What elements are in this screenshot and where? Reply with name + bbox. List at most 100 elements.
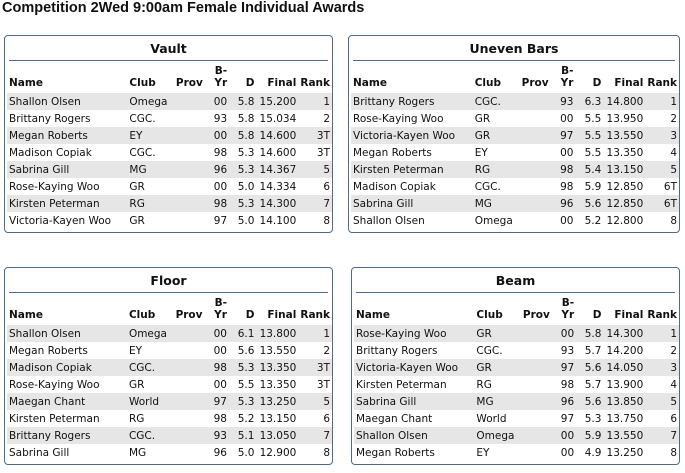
cell-rank: 2 <box>670 344 677 357</box>
cell-club: CGC. <box>129 146 156 159</box>
result-row: Kirsten Peterman RG 98 5.3 14.300 7 <box>7 195 332 212</box>
cell-prov <box>174 110 208 127</box>
cell-d: 5.6 <box>576 359 604 376</box>
cell-byr: 93 <box>213 112 228 125</box>
cell-final: 13.150 <box>603 161 646 178</box>
cell-rank: 3 <box>645 127 679 144</box>
result-row: Megan Roberts EY 00 5.6 13.550 2 <box>7 342 332 359</box>
cell-final: 13.550 <box>603 127 646 144</box>
cell-byr: 00 <box>560 446 575 459</box>
result-row: Shallon Olsen Omega 00 5.8 15.200 1 <box>7 93 332 110</box>
result-row: Brittany Rogers CGC. 93 6.3 14.800 1 <box>351 93 679 110</box>
column-header: Club <box>129 77 156 89</box>
cell-final: 13.350 <box>606 146 644 159</box>
cell-byr: 96 <box>553 195 576 212</box>
cell-final: 14.050 <box>603 359 646 376</box>
column-header: Club <box>474 77 502 89</box>
results-table: Name Club Prov B-Yr D Final Rank Shallon Olsen O… <box>7 65 332 229</box>
cell-name: Shallon Olsen <box>7 325 127 342</box>
cell-club: GR <box>474 359 521 376</box>
cell-rank: 7 <box>298 195 332 212</box>
header-row: Name Club Prov B-Yr D Final Rank <box>7 65 332 93</box>
cell-prov <box>520 110 554 127</box>
cell-rank: 5 <box>298 161 332 178</box>
cell-d: 5.7 <box>584 378 602 391</box>
cell-name: Maegan Chant <box>7 393 127 410</box>
header-row: Name Club Prov B-Yr D Final Rank <box>351 65 679 93</box>
column-header: B-Yr <box>214 65 228 89</box>
cell-club: World <box>126 393 174 410</box>
cell-byr: 97 <box>213 214 228 227</box>
cell-byr: 98 <box>207 359 229 376</box>
column-header: Final <box>267 309 297 321</box>
cell-prov <box>520 212 554 229</box>
cell-byr: 98 <box>553 161 576 178</box>
cell-d: 5.5 <box>575 127 604 144</box>
cell-club: MG <box>472 195 520 212</box>
cell-name: Rose-Kaying Woo <box>9 378 100 391</box>
cell-prov <box>520 359 555 376</box>
column-header: B-Yr <box>214 297 227 321</box>
cell-final: 13.900 <box>606 378 644 391</box>
column-header: D <box>592 77 602 89</box>
cell-final: 14.367 <box>256 161 299 178</box>
cell-final: 13.350 <box>259 378 297 391</box>
cell-prov <box>519 127 554 144</box>
result-row: Madison Copiak CGC. 98 5.3 13.350 3T <box>7 359 332 376</box>
cell-rank: 1 <box>645 325 679 342</box>
column-header: Name <box>353 77 387 89</box>
cell-name: Kirsten Peterman <box>351 161 473 178</box>
cell-club: GR <box>129 214 145 227</box>
cell-prov <box>174 410 208 427</box>
result-row: Brittany Rogers CGC. 93 5.7 14.200 2 <box>354 342 679 359</box>
award-panel: Floor Name Club Prov B-Yr D Final Rank Shallon O… <box>4 267 333 465</box>
cell-d: 4.9 <box>584 446 602 459</box>
cell-name: Sabrina Gill <box>7 161 128 178</box>
cell-d: 5.8 <box>576 325 604 342</box>
cell-prov <box>173 195 208 212</box>
cell-prov <box>520 393 555 410</box>
cell-byr: 98 <box>213 146 228 159</box>
cell-prov <box>174 444 208 461</box>
cell-name: Rose-Kaying Woo <box>354 325 475 342</box>
cell-d: 5.3 <box>229 161 257 178</box>
cell-d: 5.9 <box>584 180 602 193</box>
cell-d: 5.3 <box>228 359 257 376</box>
cell-d: 5.0 <box>237 214 255 227</box>
cell-byr: 98 <box>560 180 574 193</box>
cell-prov <box>521 410 555 427</box>
cell-final: 13.850 <box>603 393 646 410</box>
cell-name: Kirsten Peterman <box>356 378 447 391</box>
cell-name: Shallon Olsen <box>354 427 475 444</box>
cell-final: 13.750 <box>606 412 644 425</box>
cell-rank: 6 <box>670 412 677 425</box>
cell-final: 13.950 <box>606 112 644 125</box>
cell-prov <box>521 376 555 393</box>
column-header: D <box>245 309 255 321</box>
cell-byr: 00 <box>213 344 227 357</box>
cell-prov <box>174 212 208 229</box>
cell-name: Megan Roberts <box>9 344 88 357</box>
result-row: Madison Copiak CGC. 98 5.3 14.600 3T <box>7 144 332 161</box>
panel-title: Floor <box>9 273 328 293</box>
cell-final: 12.850 <box>606 180 644 193</box>
cell-d: 5.8 <box>237 112 255 125</box>
cell-name: Rose-Kaying Woo <box>353 112 444 125</box>
column-header: D <box>245 77 255 89</box>
result-row: Victoria-Kayen Woo GR 97 5.6 14.050 3 <box>354 359 679 376</box>
cell-prov <box>519 161 554 178</box>
cell-final: 14.300 <box>603 325 646 342</box>
cell-rank: 5 <box>645 161 679 178</box>
cell-club: MG <box>128 446 147 459</box>
cell-byr: 00 <box>207 325 229 342</box>
cell-name: Madison Copiak <box>353 180 436 193</box>
cell-prov <box>173 161 208 178</box>
column-header: B-Yr <box>560 65 574 89</box>
cell-byr: 96 <box>554 393 577 410</box>
cell-club: Omega <box>474 427 521 444</box>
cell-byr: 00 <box>554 325 577 342</box>
results-table: Name Club Prov B-Yr D Final Rank Rose-Kaying Wo… <box>354 297 679 461</box>
cell-club: MG <box>474 393 521 410</box>
cell-byr: 00 <box>560 214 574 227</box>
cell-prov <box>173 127 208 144</box>
